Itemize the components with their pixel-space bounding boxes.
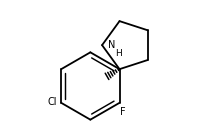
Text: Cl: Cl [48,97,57,107]
Text: F: F [119,107,125,117]
Text: H: H [116,48,122,58]
Text: N: N [108,40,116,50]
